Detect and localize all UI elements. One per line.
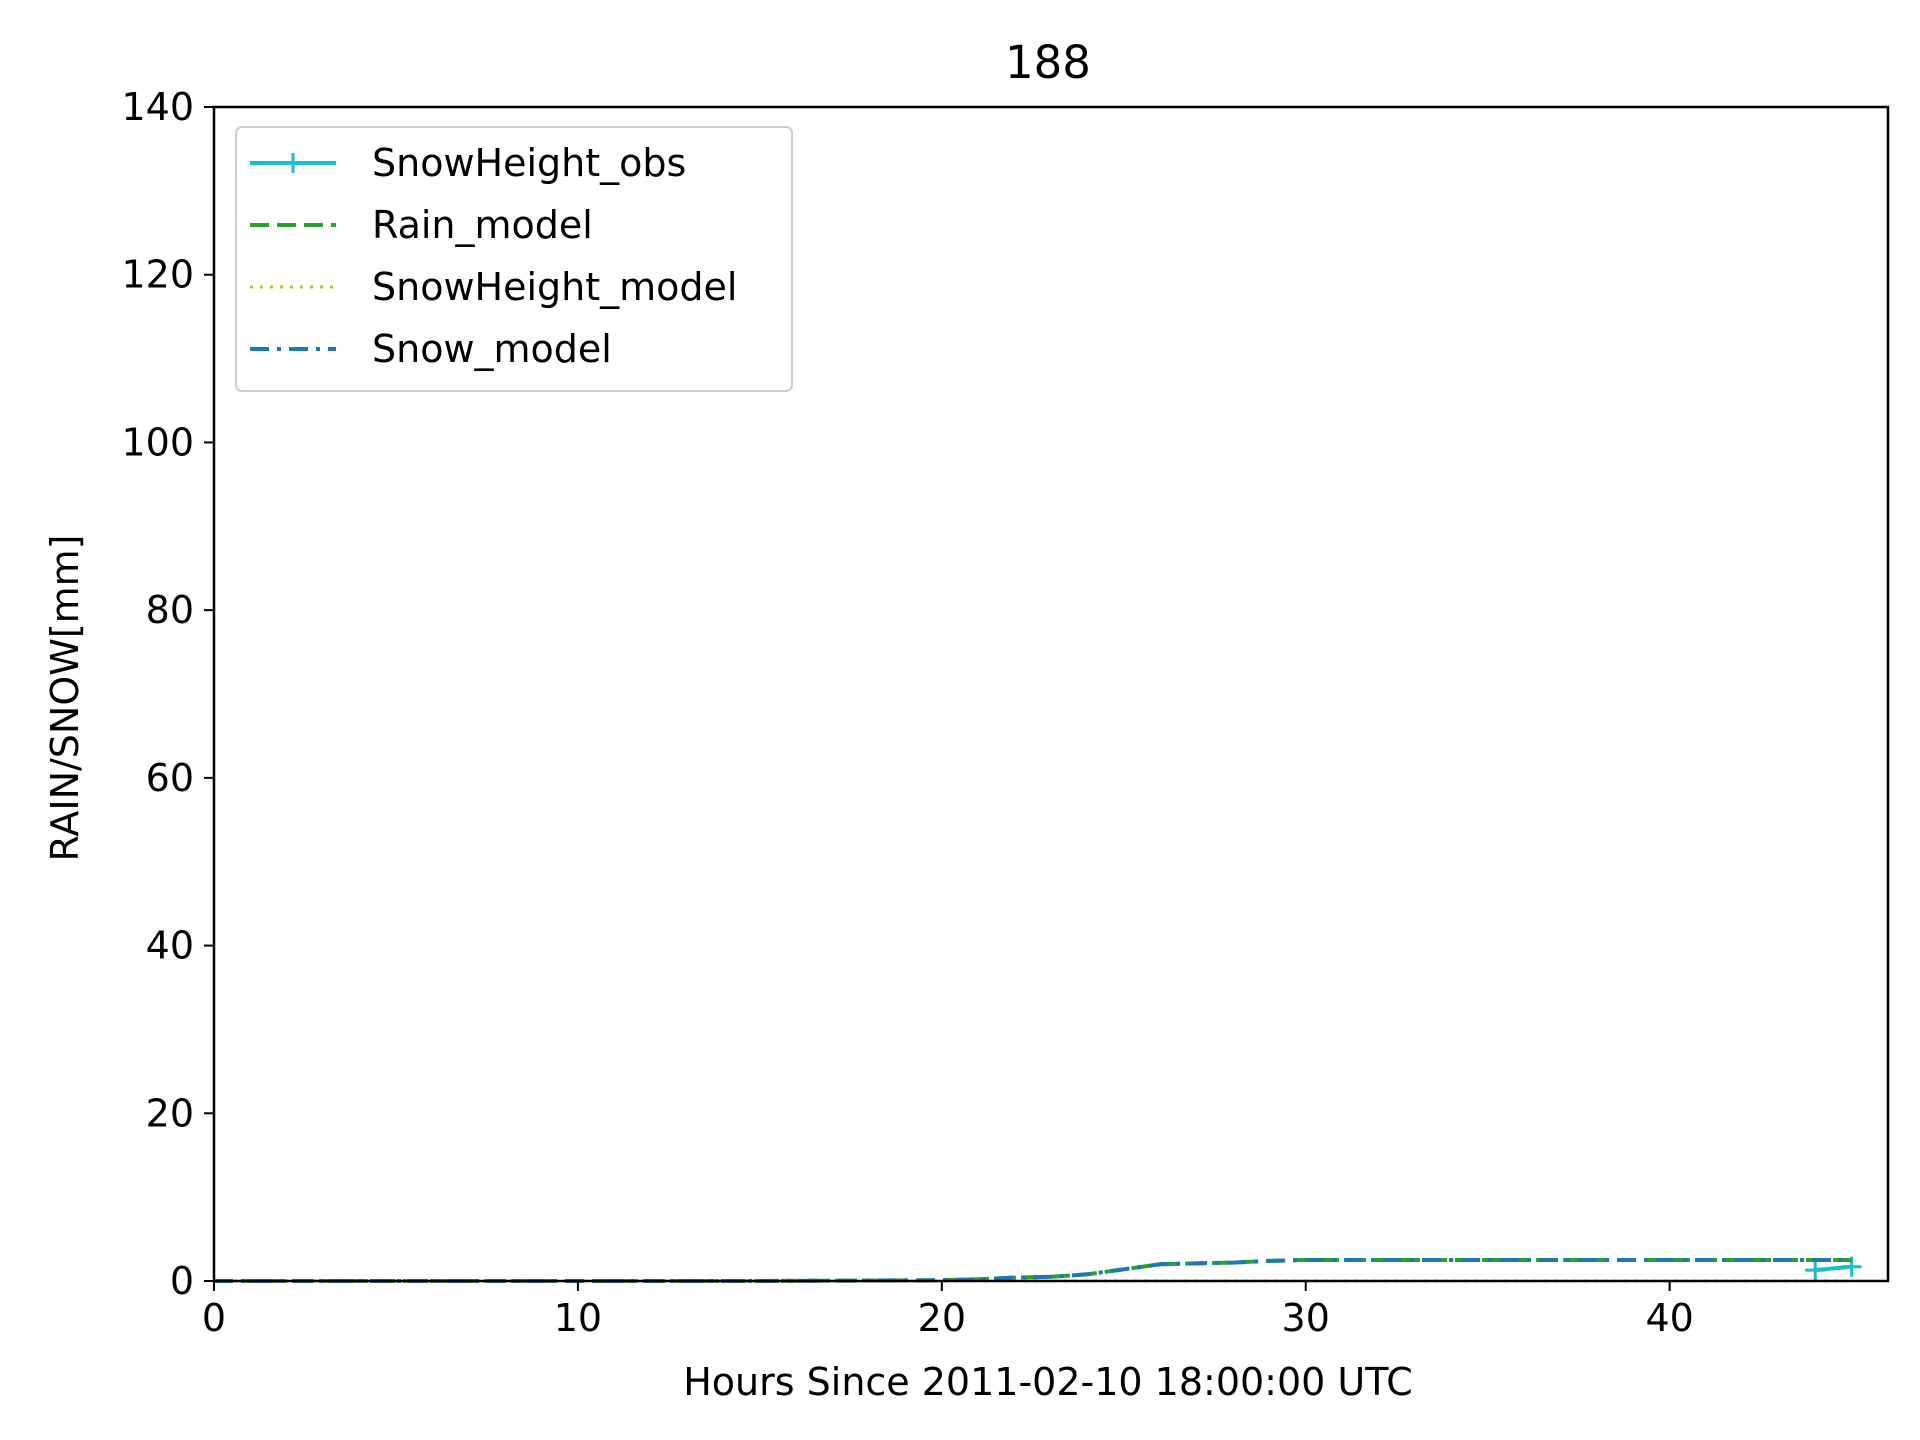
legend-label: SnowHeight_obs [372, 141, 686, 185]
y-tick-label: 60 [146, 756, 194, 800]
legend: SnowHeight_obs Rain_model SnowHeight_model… [235, 126, 793, 392]
legend-item: Snow_model [250, 327, 612, 371]
legend-label: Snow_model [372, 327, 612, 371]
y-tick-label: 80 [146, 588, 194, 632]
legend-box [235, 126, 793, 392]
y-tick-label: 40 [146, 924, 194, 968]
axes-layer: 0 10 20 30 40 0 20 40 60 80 100 120 140 [121, 85, 1890, 1340]
x-tick-label: 10 [554, 1296, 602, 1340]
legend-label: Rain_model [372, 203, 593, 247]
x-axis-label: Hours Since 2011-02-10 18:00:00 UTC [683, 1360, 1413, 1404]
legend-label: SnowHeight_model [372, 265, 737, 309]
legend-item: SnowHeight_obs [250, 141, 686, 185]
axes-frame [212, 105, 1890, 1283]
data-point [1841, 1256, 1862, 1277]
y-axis-label: RAIN/SNOW[mm] [43, 534, 87, 861]
x-tick-label: 20 [918, 1296, 966, 1340]
chart-title: 188 [1005, 36, 1091, 89]
y-tick-label: 140 [121, 85, 194, 129]
series-SnowHeight_obs [1805, 1256, 1862, 1281]
y-tick-label: 120 [121, 253, 194, 297]
x-tick-label: 30 [1282, 1296, 1330, 1340]
legend-item: Rain_model [250, 203, 593, 247]
legend-item: SnowHeight_model [250, 265, 737, 309]
x-tick-label: 40 [1645, 1296, 1693, 1340]
y-tick-label: 0 [170, 1259, 194, 1303]
x-tick-label: 0 [202, 1296, 226, 1340]
data-point [1805, 1260, 1826, 1281]
y-tick-label: 100 [121, 420, 194, 464]
y-tick-label: 20 [146, 1091, 194, 1135]
